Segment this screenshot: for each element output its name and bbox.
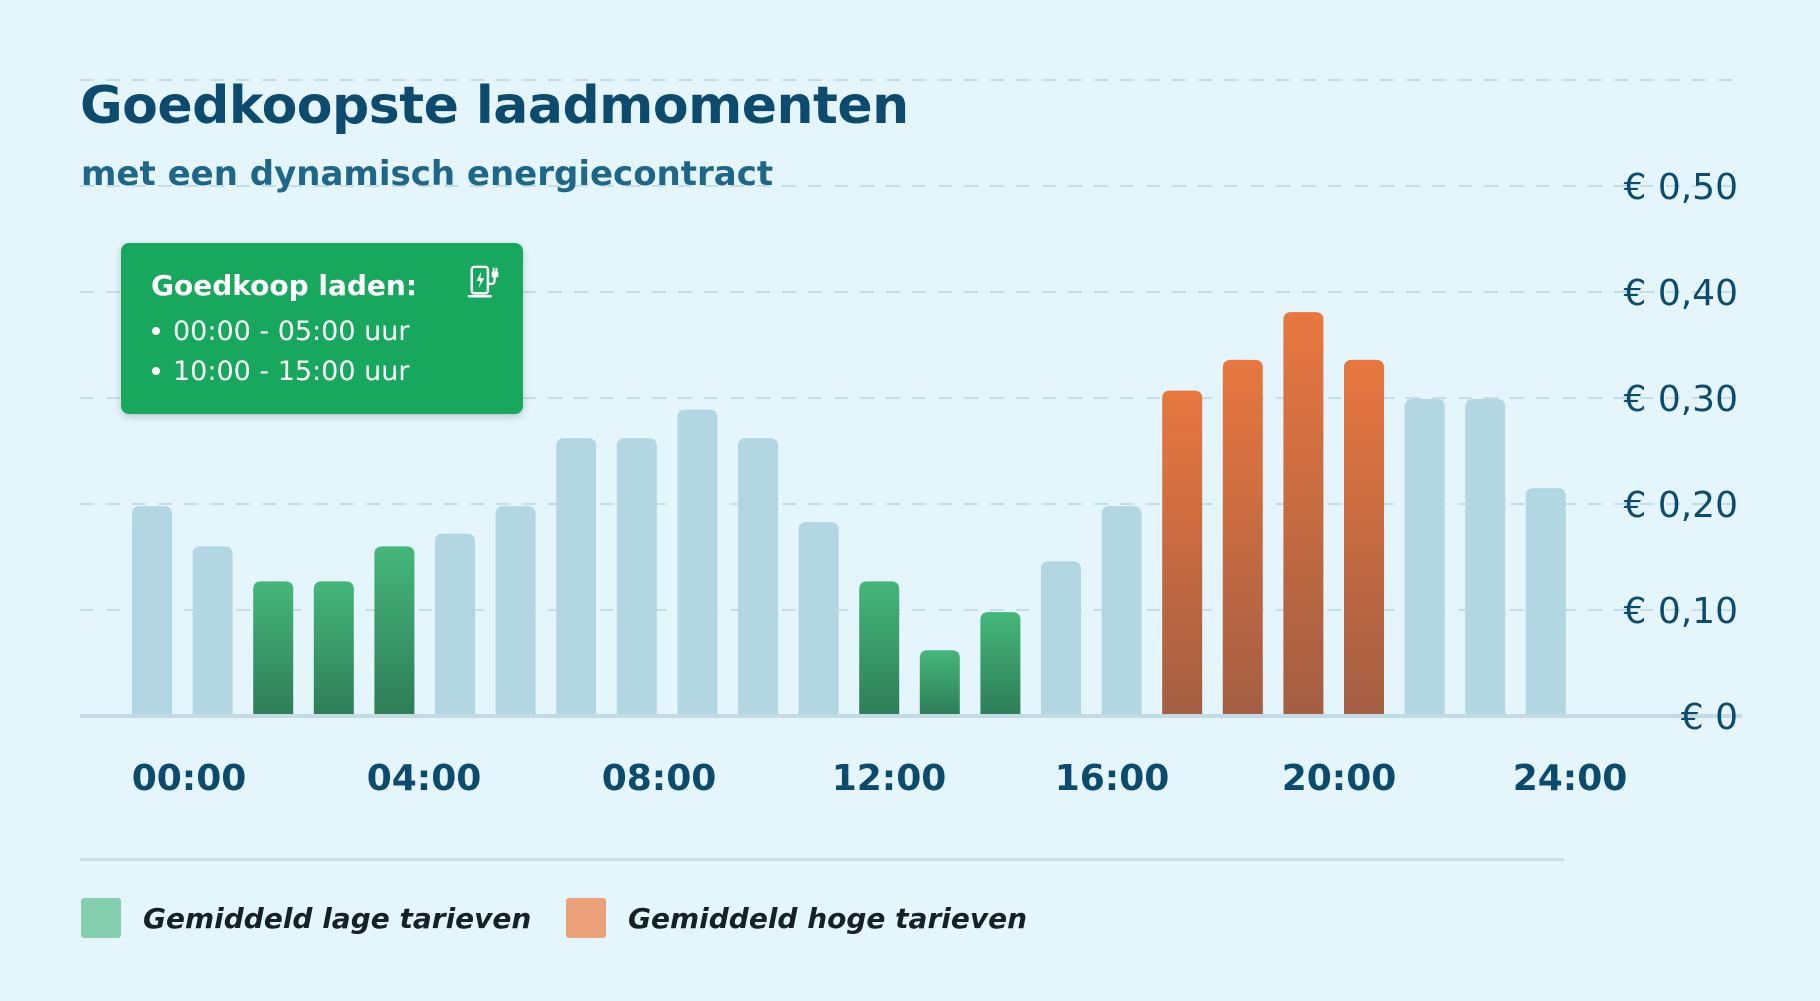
y-tick-label: € 0 [1681, 697, 1738, 738]
bar-0800 [616, 438, 657, 716]
bar-1800 [1222, 359, 1263, 716]
x-tick-label: 20:00 [1282, 758, 1397, 799]
legend-label-high: Gemiddeld hoge tarieven [628, 901, 1028, 935]
bar-2100 [1404, 399, 1445, 716]
bar-0200 [253, 581, 294, 716]
legend-divider [80, 858, 1564, 861]
grid-lines [80, 79, 1742, 611]
y-tick-label: € 0,40 [1623, 273, 1738, 314]
bar-1500 [1041, 561, 1081, 716]
ev-charger-icon [467, 265, 499, 298]
bar-0300 [313, 581, 354, 716]
legend-swatch-low [81, 898, 121, 938]
bar-0000 [132, 506, 172, 716]
x-tick-label: 12:00 [832, 758, 947, 799]
legend-swatch-high [566, 898, 606, 938]
cheap-charging-callout: Goedkoop laden: 00:00 - 05:00 uur 10:00 … [121, 243, 523, 414]
bar-1100 [798, 522, 839, 716]
page-subtitle: met een dynamisch energiecontract [81, 154, 774, 194]
bar-1700 [1162, 390, 1203, 716]
bar-1900 [1283, 312, 1324, 716]
legend-item-low: Gemiddeld lage tarieven [81, 898, 531, 938]
x-tick-label: 04:00 [367, 758, 482, 799]
bar-2000 [1344, 359, 1384, 716]
y-tick-label: € 0,50 [1623, 167, 1738, 208]
x-tick-label: 00:00 [132, 758, 247, 799]
y-axis-labels: € 0 € 0,10 € 0,20 € 0,30 € 0,40 € 0,50 [1623, 167, 1738, 738]
bar-0400 [374, 546, 415, 716]
bar-1300 [919, 650, 960, 716]
x-tick-label: 24:00 [1513, 758, 1628, 799]
bar-2200 [1465, 399, 1506, 716]
legend-label-low: Gemiddeld lage tarieven [143, 901, 532, 935]
callout-list: 00:00 - 05:00 uur 10:00 - 15:00 uur [151, 312, 493, 392]
y-tick-label: € 0,10 [1623, 591, 1738, 632]
bar-0700 [556, 438, 597, 716]
bars [132, 312, 1566, 716]
bar-0100 [192, 546, 233, 716]
bar-1600 [1101, 506, 1142, 716]
bar-0600 [495, 506, 536, 716]
bar-1200 [859, 581, 900, 716]
bar-1400 [980, 612, 1021, 716]
callout-item: 10:00 - 15:00 uur [151, 352, 493, 392]
callout-title: Goedkoop laden: [151, 269, 418, 302]
x-tick-label: 16:00 [1055, 758, 1170, 799]
bar-0900 [677, 409, 718, 716]
page-title: Goedkoopste laadmomenten [80, 76, 909, 136]
legend-item-high: Gemiddeld hoge tarieven [566, 898, 1027, 938]
y-tick-label: € 0,30 [1623, 379, 1738, 420]
bar-0500 [435, 533, 475, 716]
x-axis-labels: 00:00 04:00 08:00 12:00 16:00 20:00 24:00 [132, 758, 1628, 799]
bar-1000 [738, 438, 778, 716]
y-tick-label: € 0,20 [1623, 485, 1738, 526]
x-tick-label: 08:00 [602, 758, 717, 799]
callout-item: 00:00 - 05:00 uur [151, 312, 493, 352]
bar-2300 [1525, 488, 1566, 716]
